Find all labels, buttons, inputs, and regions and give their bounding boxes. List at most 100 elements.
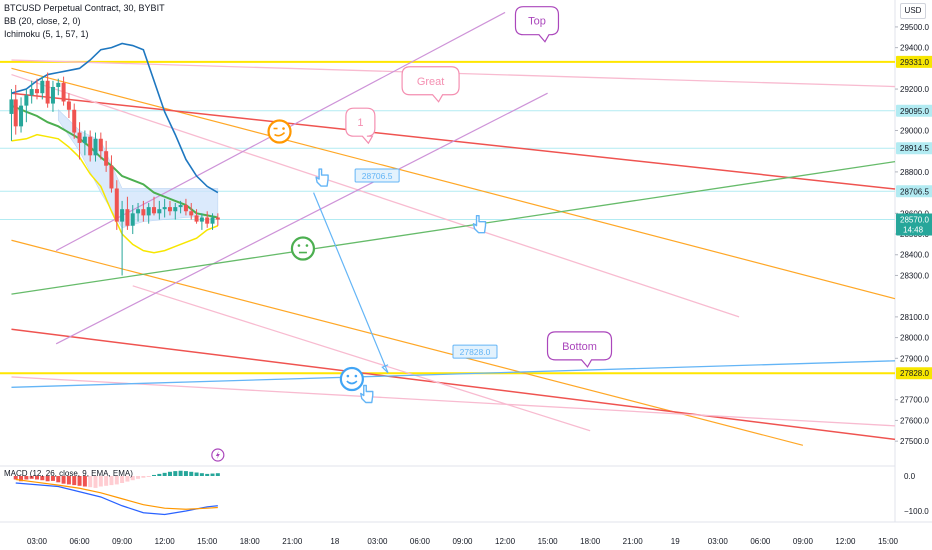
emoji-eye	[354, 374, 358, 378]
macd-histogram-bar	[183, 471, 188, 476]
price-badge[interactable]	[896, 185, 932, 198]
time-tick-label: 09:00	[112, 537, 133, 546]
price-badge[interactable]	[896, 142, 932, 155]
price-tick-label: 28800.0	[900, 168, 929, 177]
callout-label: Bottom	[562, 341, 597, 353]
candle-body	[19, 105, 24, 127]
candle-body	[93, 138, 98, 156]
macd-histogram-bar	[130, 476, 135, 481]
macd-histogram-bar	[205, 473, 210, 476]
trend-line[interactable]	[11, 376, 896, 427]
price-badge[interactable]	[896, 213, 932, 236]
candle-body	[13, 99, 18, 127]
price-tick-label: 28100.0	[900, 313, 929, 322]
time-tick-label: 18:00	[240, 537, 261, 546]
trend-line[interactable]	[11, 360, 896, 388]
time-tick-label: 18:00	[580, 537, 601, 546]
time-tick-label: 09:00	[793, 537, 814, 546]
symbol-legend[interactable]: BTCUSD Perpetual Contract, 30, BYBIT	[4, 3, 165, 13]
macd-histogram-bar	[136, 476, 141, 479]
hand-pointer-icon[interactable]	[315, 168, 329, 187]
trend-line[interactable]	[55, 92, 548, 345]
moving-average-line	[11, 104, 219, 219]
time-tick-label: 09:00	[452, 537, 473, 546]
candle-body	[82, 136, 87, 143]
candle-body	[173, 207, 178, 212]
bollinger-basis-line	[11, 42, 219, 194]
bb-indicator-legend[interactable]: BB (20, close, 2, 0)	[4, 16, 81, 26]
callout-label: Great	[417, 76, 445, 88]
candle-body	[205, 217, 210, 224]
candle-body	[50, 86, 55, 104]
candle-body	[189, 211, 194, 216]
emoji-happy-icon[interactable]	[339, 366, 364, 392]
candle-body	[136, 209, 141, 214]
trend-line[interactable]	[11, 328, 896, 441]
trend-line[interactable]	[11, 67, 896, 300]
candle-body	[114, 188, 119, 222]
hand-pointer-icon[interactable]	[360, 384, 374, 404]
callout-label: Top	[528, 16, 546, 28]
callout-bubble[interactable]	[546, 331, 613, 368]
price-tick-label: 28300.0	[900, 271, 929, 280]
hand-pointer-icon[interactable]	[472, 214, 487, 234]
time-tick-label: 18	[330, 537, 339, 546]
lightning-glyph	[215, 451, 220, 459]
macd-histogram-bar	[50, 476, 55, 481]
ichimoku-indicator-legend[interactable]: Ichimoku (5, 1, 57, 1)	[4, 29, 89, 39]
candle-body	[24, 95, 29, 106]
currency-button[interactable]: USD	[900, 3, 926, 19]
price-badge-label: 29095.0	[900, 107, 929, 116]
emoji-eye	[346, 374, 350, 378]
candle-body	[152, 207, 157, 214]
trend-line[interactable]	[11, 160, 896, 295]
macd-histogram-bar	[189, 471, 194, 476]
trend-line[interactable]	[132, 285, 591, 432]
macd-line	[15, 482, 218, 516]
price-tag-label: 28706.5	[362, 171, 393, 181]
macd-histogram-bar	[146, 476, 151, 477]
macd-histogram-bar	[93, 476, 98, 488]
candle-body	[61, 82, 66, 102]
price-badge-label: 28706.5	[900, 187, 929, 196]
time-tick-label: 06:00	[750, 537, 771, 546]
candle-body	[35, 89, 39, 94]
price-badge[interactable]	[896, 367, 932, 380]
time-tick-label: 12:00	[495, 537, 516, 546]
callout-bubble[interactable]	[514, 6, 560, 43]
candle-body	[104, 151, 109, 166]
price-tick-label: 29400.0	[900, 44, 929, 53]
macd-histogram-bar	[35, 476, 39, 480]
emoji-eye	[282, 127, 285, 130]
time-tick-label: 21:00	[623, 537, 644, 546]
macd-histogram-bar	[66, 476, 71, 485]
macd-histogram-bar	[173, 471, 178, 476]
candle-body	[9, 99, 14, 114]
macd-histogram-bar	[109, 476, 114, 486]
macd-histogram-bar	[120, 476, 125, 483]
macd-histogram-bar	[125, 476, 130, 482]
price-tag-box[interactable]	[452, 344, 498, 359]
candle-body	[194, 215, 199, 222]
callout-bubble[interactable]	[401, 66, 460, 103]
candle-body	[66, 101, 71, 110]
arrow-line[interactable]	[313, 192, 389, 374]
price-badge[interactable]	[896, 55, 932, 68]
macd-histogram-bar	[210, 473, 215, 476]
price-tag-box[interactable]	[354, 168, 400, 183]
callout-bubble[interactable]	[345, 107, 376, 145]
candle-body	[215, 217, 220, 220]
macd-indicator-legend[interactable]: MACD (12, 26, close, 9, EMA, EMA)	[4, 469, 133, 478]
emoji-wink-icon[interactable]	[267, 119, 292, 144]
price-tag-label: 27828.0	[460, 347, 491, 357]
trend-line[interactable]	[11, 73, 740, 318]
time-tick-label: 19	[671, 537, 680, 546]
price-badge[interactable]	[896, 104, 932, 117]
emoji-mouth	[274, 131, 286, 137]
emoji-neutral-icon[interactable]	[290, 236, 316, 261]
time-tick-label: 03:00	[27, 537, 48, 546]
candle-body	[178, 205, 183, 208]
candle-body	[98, 138, 103, 152]
